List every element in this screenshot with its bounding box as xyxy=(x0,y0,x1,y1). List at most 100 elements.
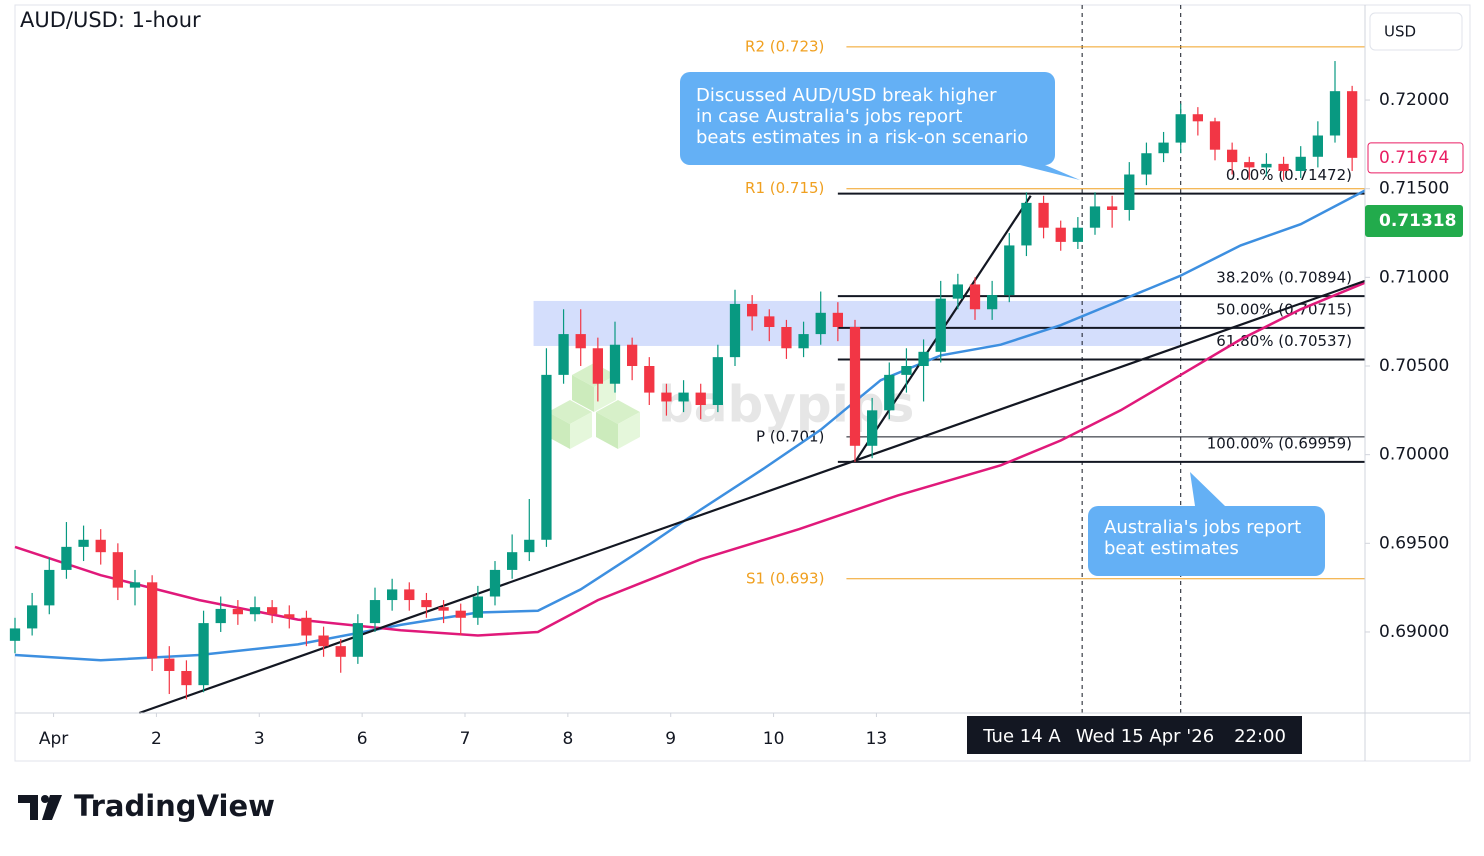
candle-body xyxy=(147,582,158,659)
last-price-label: 0.71674 xyxy=(1379,148,1449,168)
pivot-label: P (0.701) xyxy=(756,427,824,445)
crosshair-time-box xyxy=(967,716,1302,754)
moving-average xyxy=(14,281,1366,637)
candle-body xyxy=(472,596,483,618)
x-tick-label: 10 xyxy=(763,729,785,749)
candle-body xyxy=(935,298,946,352)
brand-name: TradingView xyxy=(74,789,275,823)
candle-body xyxy=(284,614,295,618)
y-tick-label: 0.71500 xyxy=(1379,179,1449,199)
candle-body xyxy=(249,607,261,615)
candle-body xyxy=(404,589,415,601)
candle-body xyxy=(1244,162,1255,168)
candle-body xyxy=(9,628,21,641)
brand-logo xyxy=(18,795,62,820)
candle-body xyxy=(1295,156,1306,171)
fib-label: 100.00% (0.69959) xyxy=(1207,434,1352,452)
candle-body xyxy=(1329,91,1341,136)
moving-average xyxy=(14,189,1366,662)
candle-body xyxy=(884,374,895,411)
callout-text: beat estimates xyxy=(1104,538,1239,559)
x-tick-label: 8 xyxy=(562,729,573,749)
pivot-label: R1 (0.715) xyxy=(745,179,824,197)
candle-body xyxy=(712,357,723,406)
candle-body xyxy=(747,303,758,317)
y-tick-label: 0.69000 xyxy=(1379,622,1449,642)
currency-label: USD xyxy=(1384,23,1416,41)
candle-body xyxy=(558,334,569,375)
candle-body xyxy=(1107,206,1118,210)
callout-text: beats estimates in a risk-on scenario xyxy=(696,127,1028,148)
x-tick-label: 2 xyxy=(151,729,162,749)
callout-pointer xyxy=(1190,472,1225,506)
candle-body xyxy=(678,392,689,402)
candle-body xyxy=(661,392,672,402)
x-tick-label: 9 xyxy=(665,729,676,749)
fib-label: 0.00% (0.71472) xyxy=(1226,166,1352,184)
candle-body xyxy=(267,607,278,615)
candle-body xyxy=(352,623,363,657)
candle-body xyxy=(969,284,981,310)
candle-body xyxy=(95,539,106,553)
callout-box xyxy=(680,72,1055,165)
candle-body xyxy=(1192,114,1203,122)
candle-body xyxy=(1055,227,1066,242)
candle-body xyxy=(1158,142,1169,154)
candle-body xyxy=(644,366,655,393)
candle-body xyxy=(575,334,586,349)
y-tick-label: 0.71000 xyxy=(1379,267,1449,287)
trendline xyxy=(138,279,1366,715)
y-tick-label: 0.69500 xyxy=(1379,533,1449,553)
candle-body xyxy=(815,312,826,335)
candle-body xyxy=(1141,153,1152,175)
candle-body xyxy=(764,316,775,327)
candle-body xyxy=(1209,121,1221,150)
pivot-label: S1 (0.693) xyxy=(746,569,824,587)
y-tick-label: 0.70500 xyxy=(1379,356,1449,376)
candle-body xyxy=(918,351,929,367)
candle-body xyxy=(1124,174,1135,210)
candle-body xyxy=(198,623,209,686)
callout-pointer xyxy=(1020,165,1080,180)
plot-area: R2 (0.723) R1 (0.715) P (0.701) S1 (0.693) 0… xyxy=(9,5,1366,715)
candle-body xyxy=(867,410,878,446)
crosshair-time-label: Wed 15 Apr '26 xyxy=(1076,726,1214,747)
x-tick-label: Apr xyxy=(39,729,68,749)
candle-body xyxy=(301,617,312,636)
chart-title: AUD/USD: 1-hour xyxy=(20,8,201,32)
candle-body xyxy=(421,600,432,608)
candle-body xyxy=(129,582,141,588)
candle-body xyxy=(112,552,123,588)
marker-price-box xyxy=(1365,204,1463,237)
currency-button[interactable] xyxy=(1369,12,1463,51)
candle-body xyxy=(849,326,861,446)
candle-body xyxy=(832,312,843,327)
pivot-label: R2 (0.723) xyxy=(745,37,824,55)
x-tick-label: 13 xyxy=(866,729,888,749)
y-tick-label: 0.70000 xyxy=(1379,445,1449,465)
x-tick-label: 7 xyxy=(460,729,471,749)
y-tick-label: 0.72000 xyxy=(1379,90,1449,110)
x-tick-label: 3 xyxy=(254,729,265,749)
candle-body xyxy=(1004,245,1015,296)
crosshair-time-label: 22:00 xyxy=(1234,726,1286,747)
candle-body xyxy=(524,539,535,553)
candle-body xyxy=(1278,163,1289,171)
fib-label: 38.20% (0.70894) xyxy=(1216,269,1352,287)
candle-body xyxy=(215,608,226,624)
candle-body xyxy=(1021,202,1032,246)
callout-text: in case Australia's jobs report xyxy=(696,106,962,127)
candle-body xyxy=(798,334,809,349)
candle-body xyxy=(609,344,621,384)
candle-body xyxy=(507,552,518,570)
candle-body xyxy=(627,344,638,367)
fib-label: 61.80% (0.70537) xyxy=(1216,332,1352,350)
candle-body xyxy=(1072,227,1083,242)
callout-box xyxy=(1088,506,1325,576)
candle-body xyxy=(335,646,346,657)
candle-body xyxy=(901,366,912,375)
x-tick-label: 6 xyxy=(357,729,368,749)
candle-body xyxy=(27,605,38,629)
candle-body xyxy=(1089,206,1101,228)
